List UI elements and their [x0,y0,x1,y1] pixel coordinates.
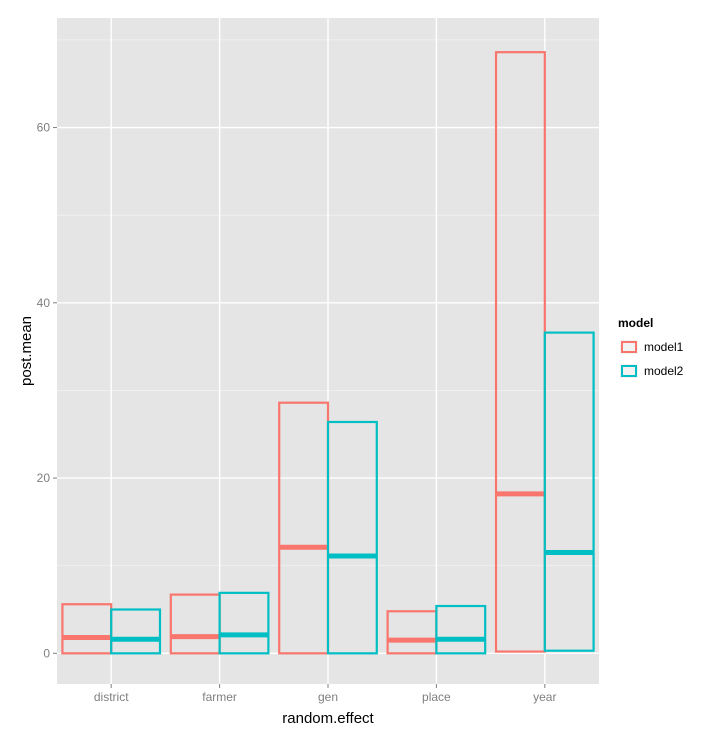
y-tick-label: 20 [37,471,51,485]
legend-key-model1 [621,341,637,353]
y-axis: 0 20 40 60 [37,121,57,660]
crossbar-model2-farmer [218,591,270,655]
x-tick-label: year [533,690,556,704]
x-tick-label: district [94,690,129,704]
legend-key-model2 [621,365,637,377]
legend-label-model2: model2 [644,364,684,378]
x-tick-label: place [422,690,451,704]
y-tick-label: 0 [43,646,50,660]
crossbar-model2-district [110,608,162,655]
legend-label-model1: model1 [644,340,684,354]
legend-title: model [618,316,653,330]
x-axis: district farmer gen place year [94,684,556,704]
crossbar-model2-gen [326,420,378,655]
x-axis-title: random.effect [282,710,374,727]
crossbar-model2-year [543,331,595,652]
x-tick-label: farmer [202,690,237,704]
legend-key-bg [620,340,638,354]
x-tick-label: gen [318,690,338,704]
legend: model model1 model2 [618,316,684,378]
bars [61,51,595,655]
y-tick-label: 60 [37,121,51,135]
legend-key-bg [620,364,638,378]
y-tick-label: 40 [37,296,51,310]
y-axis-title: post.mean [18,316,35,386]
crossbar-model2-place [435,604,487,655]
